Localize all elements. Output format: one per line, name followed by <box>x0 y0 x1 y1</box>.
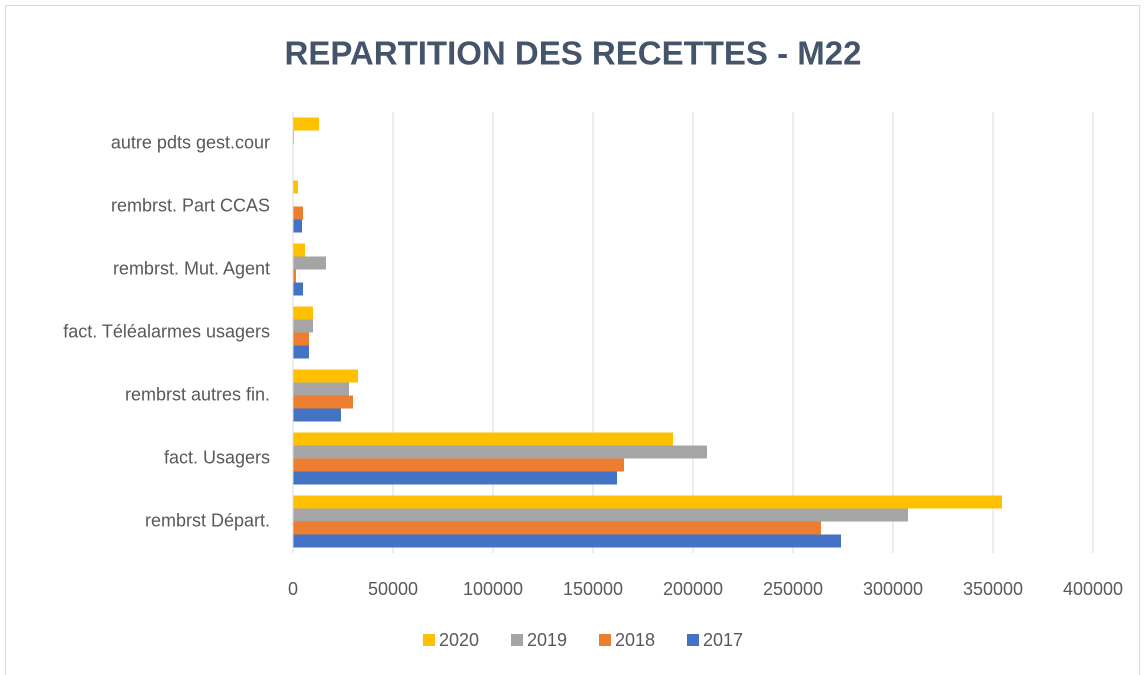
bar <box>293 521 821 535</box>
bar <box>293 256 326 270</box>
bar <box>293 458 624 472</box>
y-tick-label: autre pdts gest.cour <box>111 132 270 152</box>
x-tick-label: 400000 <box>1063 579 1123 599</box>
bar <box>293 117 319 131</box>
y-tick-label: rembrst. Mut. Agent <box>113 258 270 278</box>
bar <box>293 319 313 333</box>
bar <box>293 306 313 320</box>
chart-border <box>5 5 1140 675</box>
x-tick-label: 350000 <box>963 579 1023 599</box>
legend-label: 2017 <box>703 630 743 650</box>
y-tick-label: rembrst. Part CCAS <box>111 195 270 215</box>
x-tick-label: 0 <box>288 579 298 599</box>
legend-label: 2018 <box>615 630 655 650</box>
bar <box>293 345 309 359</box>
x-tick-label: 250000 <box>763 579 823 599</box>
bar <box>293 508 908 522</box>
bar <box>293 269 296 283</box>
bar <box>293 180 298 194</box>
bar <box>293 395 353 409</box>
legend-label: 2019 <box>527 630 567 650</box>
y-tick-label: fact. Téléalarmes usagers <box>63 321 270 341</box>
y-tick-label: rembrst Départ. <box>145 510 270 530</box>
x-tick-label: 150000 <box>563 579 623 599</box>
y-tick-label: fact. Usagers <box>164 447 270 467</box>
bar <box>293 471 617 485</box>
bar <box>293 432 673 446</box>
bar <box>293 534 841 548</box>
legend-swatch <box>687 634 699 646</box>
bar <box>293 219 302 233</box>
y-tick-label: rembrst autres fin. <box>125 384 270 404</box>
x-tick-label: 300000 <box>863 579 923 599</box>
bar <box>293 282 303 296</box>
bar <box>293 445 707 459</box>
x-tick-label: 200000 <box>663 579 723 599</box>
bar <box>293 495 1002 509</box>
bar <box>293 243 305 257</box>
bar <box>293 332 309 346</box>
bar <box>293 408 341 422</box>
bar <box>293 382 349 396</box>
legend-swatch <box>599 634 611 646</box>
legend-label: 2020 <box>439 630 479 650</box>
x-tick-label: 100000 <box>463 579 523 599</box>
legend-swatch <box>511 634 523 646</box>
x-tick-label: 50000 <box>368 579 418 599</box>
legend-swatch <box>423 634 435 646</box>
bar <box>293 369 358 383</box>
chart-title: REPARTITION DES RECETTES - M22 <box>285 35 862 72</box>
bar <box>293 206 303 220</box>
